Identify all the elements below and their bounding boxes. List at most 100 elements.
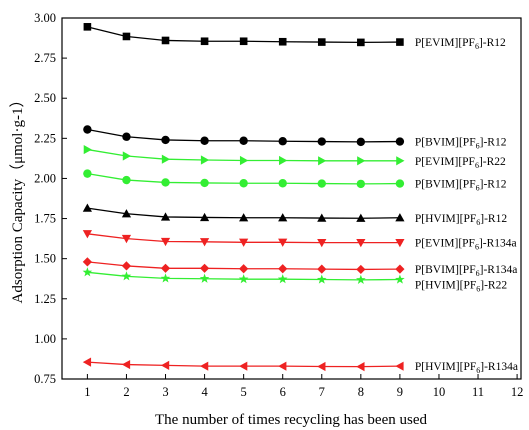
data-point <box>83 144 92 155</box>
x-tick-label: 6 <box>280 385 286 399</box>
data-point <box>200 37 209 46</box>
data-point <box>356 137 366 147</box>
data-point <box>200 178 209 188</box>
data-point <box>199 263 210 273</box>
series-labels: P[EVIM][PF6]-R12 P[BVIM][PF6]-R12 P[EVIM][… <box>415 37 518 375</box>
data-point <box>239 155 249 166</box>
data-point <box>317 38 326 46</box>
x-axis-title: The number of times recycling has been u… <box>155 412 427 428</box>
series-6 <box>82 230 405 248</box>
data-point <box>278 238 288 247</box>
data-point <box>200 155 210 165</box>
data-point <box>160 273 171 283</box>
series-layer <box>82 23 405 372</box>
x-tick-label: 10 <box>433 385 446 399</box>
data-point <box>357 156 366 166</box>
data-point <box>317 264 327 274</box>
x-tick-label: 3 <box>162 385 168 399</box>
x-tick-label: 7 <box>319 385 325 399</box>
data-point <box>317 179 326 188</box>
y-tick-label: 2.25 <box>34 131 56 145</box>
data-point <box>82 230 92 239</box>
x-tick-label: 8 <box>358 385 364 399</box>
data-point <box>239 238 249 247</box>
data-point <box>278 361 287 371</box>
data-point <box>161 178 170 187</box>
series-label: P[EVIM][PF6]-R12 <box>415 37 506 51</box>
data-point <box>317 213 327 222</box>
data-point <box>82 267 93 277</box>
data-point <box>199 212 210 222</box>
series-7 <box>82 257 405 275</box>
data-point <box>278 137 287 146</box>
y-tick-label: 1.75 <box>34 212 56 226</box>
data-point <box>395 274 405 284</box>
data-point <box>122 175 131 185</box>
x-tick-label: 5 <box>241 385 247 399</box>
y-tick-label: 0.75 <box>34 372 56 386</box>
data-point <box>395 238 405 248</box>
plot-area <box>61 17 522 380</box>
data-point <box>82 203 92 212</box>
data-point <box>396 38 404 46</box>
series-label: P[BVIM][PF6]-R12 <box>415 137 507 151</box>
data-point <box>199 361 209 371</box>
data-point <box>122 32 131 41</box>
series-label: P[HVIM][PF6]-R12 <box>415 213 507 227</box>
y-tick-label: 1.50 <box>34 252 56 266</box>
data-point <box>317 238 327 248</box>
series-3 <box>83 144 405 166</box>
x-tick-label: 4 <box>201 385 208 399</box>
data-point <box>317 137 326 146</box>
data-point <box>316 274 327 284</box>
data-point <box>122 151 132 161</box>
data-point <box>239 213 249 222</box>
data-point <box>395 213 405 222</box>
data-point <box>161 36 170 45</box>
data-point <box>395 361 404 371</box>
x-tick-label: 2 <box>123 385 129 399</box>
data-point <box>356 264 366 275</box>
data-point <box>239 136 248 145</box>
y-axis-ticks: 0.75 1.00 1.25 1.50 1.75 2.00 2.25 2.50 2.75 3.00 <box>34 11 67 386</box>
data-point <box>396 156 405 166</box>
data-point <box>278 37 287 46</box>
data-point <box>356 274 366 284</box>
series-1 <box>83 23 404 47</box>
y-tick-label: 2.75 <box>34 51 56 65</box>
series-label: P[HVIM][PF6]-R134a <box>415 361 518 375</box>
data-point <box>121 261 132 271</box>
data-point <box>199 238 210 247</box>
x-axis-ticks: 1 2 3 4 5 6 7 8 9 10 11 12 <box>84 374 523 399</box>
x-tick-label: 11 <box>472 385 484 399</box>
data-point <box>160 263 171 273</box>
x-tick-label: 12 <box>511 385 524 399</box>
data-point <box>82 257 92 267</box>
y-tick-label: 2.00 <box>34 171 56 185</box>
data-point <box>318 156 327 166</box>
series-label: P[BVIM][PF6]-R12 <box>415 179 507 193</box>
data-point <box>160 360 170 370</box>
data-point <box>121 209 132 218</box>
data-point <box>161 154 171 164</box>
data-point <box>239 37 248 46</box>
y-tick-label: 1.25 <box>34 292 56 306</box>
data-point <box>395 264 405 274</box>
data-point <box>395 179 405 188</box>
y-tick-label: 3.00 <box>34 11 56 25</box>
y-tick-label: 2.50 <box>34 91 56 105</box>
data-point <box>83 23 92 31</box>
data-point <box>82 357 92 367</box>
data-point <box>239 361 248 371</box>
data-point <box>357 38 365 47</box>
data-point <box>278 179 287 188</box>
x-tick-label: 1 <box>84 385 90 399</box>
x-tick-label: 9 <box>397 385 403 399</box>
series-5 <box>82 203 405 222</box>
series-2 <box>83 125 405 147</box>
data-point <box>121 359 131 370</box>
data-point <box>356 362 365 372</box>
data-point <box>200 136 209 145</box>
data-point <box>277 274 288 284</box>
y-tick-label: 1.00 <box>34 332 56 346</box>
